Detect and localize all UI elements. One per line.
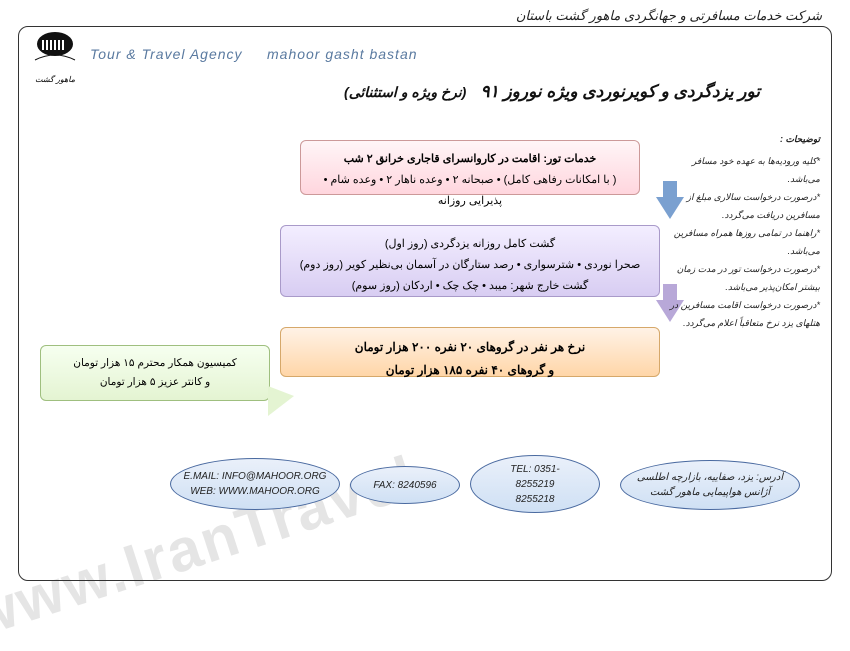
price-line1: نرخ هر نفر در گروهای ۲۰ نفره ۲۰۰ هزار تو… bbox=[291, 336, 649, 359]
email: E.MAIL: INFO@MAHOOR.ORG bbox=[184, 469, 327, 484]
contact-web-oval: E.MAIL: INFO@MAHOOR.ORG WEB: WWW.MAHOOR.… bbox=[170, 458, 340, 510]
web: WEB: WWW.MAHOOR.ORG bbox=[190, 484, 320, 499]
title-sub: (نرخ ویژه و استثنائی) bbox=[344, 84, 466, 100]
commission-line1: کمیسیون همکار محترم ۱۵ هزار تومان bbox=[47, 354, 263, 373]
notes-header: توضیحات : bbox=[660, 130, 820, 148]
fax: FAX: 8240596 bbox=[373, 478, 436, 493]
itinerary-line2: صحرا نوردی • شترسواری • رصد ستارگان در آ… bbox=[291, 255, 649, 276]
address-line1: آدرس: یزد، صفاییه، بازارچه اطلسی bbox=[637, 470, 783, 485]
contact-address-oval: آدرس: یزد، صفاییه، بازارچه اطلسی آژانس ه… bbox=[620, 460, 800, 510]
contact-tel-oval: TEL: 0351- 8255219 8255218 bbox=[470, 455, 600, 513]
services-box: خدمات تور: اقامت در کاروانسرای قاجاری خر… bbox=[300, 140, 640, 195]
callout-tail-icon bbox=[268, 386, 294, 416]
services-line1: خدمات تور: اقامت در کاروانسرای قاجاری خر… bbox=[311, 149, 629, 170]
commission-callout: کمیسیون همکار محترم ۱۵ هزار تومان و کانت… bbox=[40, 345, 270, 401]
note-item: *درصورت درخواست تور در مدت زمان بیشتر ام… bbox=[660, 260, 820, 296]
itinerary-line3: گشت خارج شهر: میبد • چک چک • اردکان (روز… bbox=[291, 276, 649, 297]
logo-caption: ماهور گشت bbox=[30, 75, 80, 84]
address-line2: آژانس هواپیمایی ماهور گشت bbox=[650, 485, 770, 500]
agency-tagline: Tour & Travel Agency mahoor gasht bastan bbox=[90, 46, 418, 62]
note-item: *راهنما در تمامی روزها همراه مسافرین می‌… bbox=[660, 224, 820, 260]
tour-title: تور یزدگردی و کویرنوردی ویژه نوروز ۹۱ (ن… bbox=[160, 82, 760, 102]
itinerary-line1: گشت کامل روزانه یزدگردی (روز اول) bbox=[291, 234, 649, 255]
price-box: نرخ هر نفر در گروهای ۲۰ نفره ۲۰۰ هزار تو… bbox=[280, 327, 660, 377]
itinerary-box: گشت کامل روزانه یزدگردی (روز اول) صحرا ن… bbox=[280, 225, 660, 297]
note-item: *درصورت درخواست سالاری مبلغ از مسافرین د… bbox=[660, 188, 820, 224]
tel-2: 8255218 bbox=[516, 492, 555, 507]
note-item: *کلیه ورودیه‌ها به عهده خود مسافر می‌باش… bbox=[660, 152, 820, 188]
contact-fax-oval: FAX: 8240596 bbox=[350, 466, 460, 504]
tel-1: 8255219 bbox=[516, 477, 555, 492]
tel-label: TEL: 0351- bbox=[510, 462, 559, 477]
page-header: شرکت خدمات مسافرتی و جهانگردی ماهور گشت … bbox=[0, 2, 850, 26]
company-logo: ماهور گشت bbox=[30, 30, 80, 70]
services-line2: ( با امکانات رفاهی کامل) • صبحانه ۲ • وع… bbox=[311, 170, 629, 212]
price-line2: و گروهای ۴۰ نفره ۱۸۵ هزار تومان bbox=[291, 359, 649, 382]
company-name: شرکت خدمات مسافرتی و جهانگردی ماهور گشت … bbox=[516, 8, 822, 24]
commission-line2: و کانتر عزیز ۵ هزار تومان bbox=[47, 373, 263, 392]
title-main: تور یزدگردی و کویرنوردی ویژه نوروز ۹۱ bbox=[480, 82, 760, 101]
note-item: *درصورت درخواست اقامت مسافرین در هتلهای … bbox=[660, 296, 820, 332]
notes-panel: توضیحات : *کلیه ورودیه‌ها به عهده خود مس… bbox=[660, 130, 820, 332]
